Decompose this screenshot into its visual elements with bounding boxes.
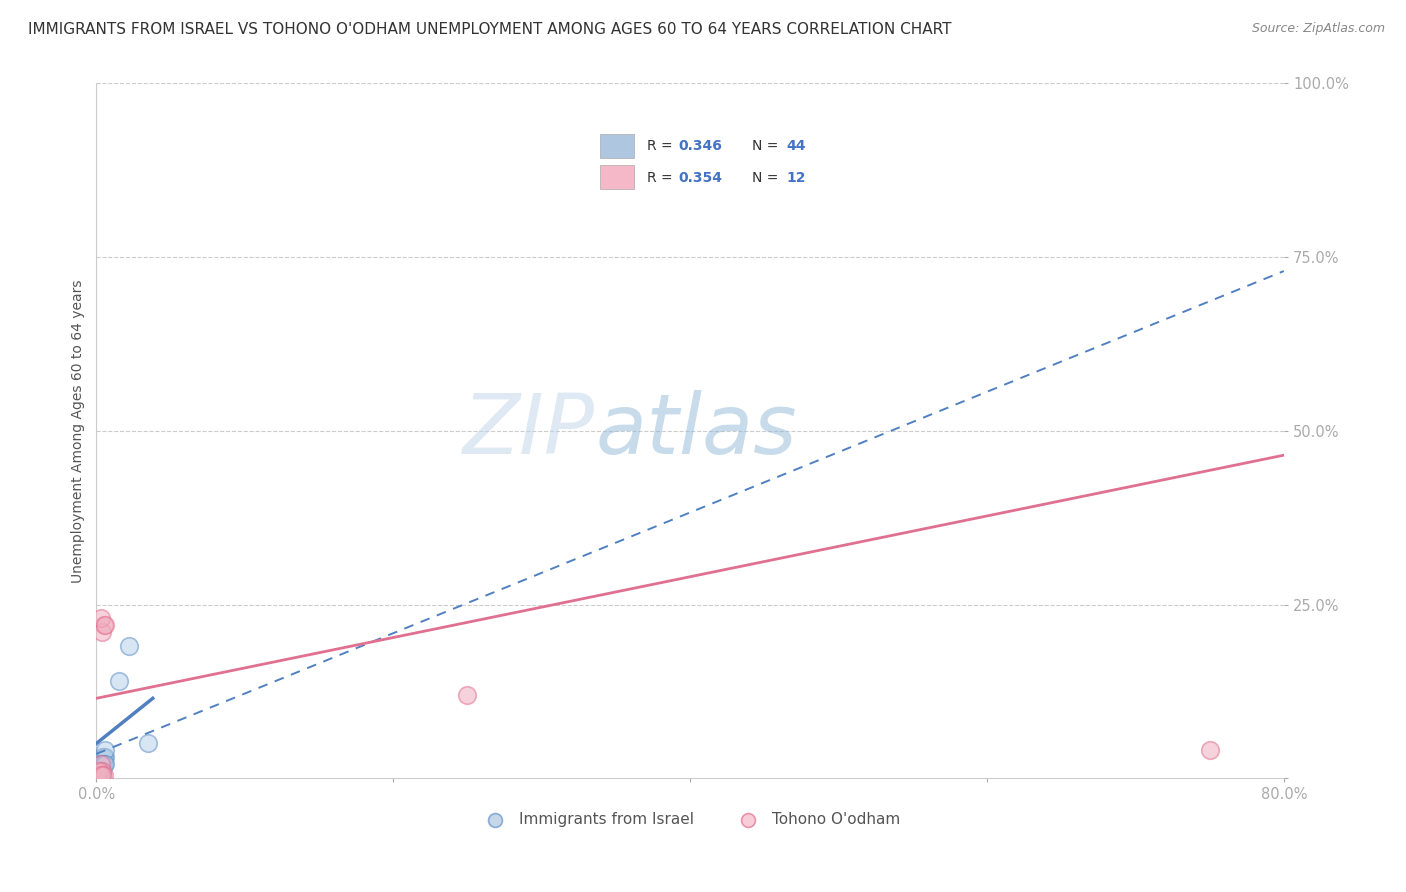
Point xyxy=(90,764,112,779)
Point xyxy=(90,757,112,772)
Point xyxy=(90,768,112,782)
Point xyxy=(89,768,111,782)
Point xyxy=(89,768,111,782)
Text: atlas: atlas xyxy=(595,391,797,471)
Point xyxy=(87,768,110,782)
Text: 44: 44 xyxy=(786,138,806,153)
Text: N =: N = xyxy=(752,170,783,185)
Text: 12: 12 xyxy=(786,170,806,185)
Text: 0.346: 0.346 xyxy=(679,138,723,153)
Text: R =: R = xyxy=(647,138,678,153)
Point xyxy=(87,768,110,782)
Point xyxy=(90,764,112,779)
Point xyxy=(89,768,111,782)
Point xyxy=(90,764,112,779)
Point xyxy=(94,743,117,757)
Bar xyxy=(600,134,634,158)
Point xyxy=(90,764,112,779)
Point xyxy=(91,757,114,772)
Point xyxy=(90,764,112,779)
Point xyxy=(91,757,114,772)
Point xyxy=(91,625,114,640)
Point xyxy=(1198,743,1220,757)
Point xyxy=(89,768,111,782)
Point xyxy=(90,768,112,782)
Point xyxy=(93,768,115,782)
Point xyxy=(89,764,111,779)
Point xyxy=(94,750,117,764)
Point xyxy=(94,757,117,772)
Point xyxy=(93,618,115,632)
Point xyxy=(90,768,112,782)
Point xyxy=(91,768,114,782)
Y-axis label: Unemployment Among Ages 60 to 64 years: Unemployment Among Ages 60 to 64 years xyxy=(72,279,86,582)
Text: N =: N = xyxy=(752,138,783,153)
Point xyxy=(136,737,159,751)
Point xyxy=(456,688,478,702)
Point xyxy=(90,764,112,779)
Point xyxy=(93,757,115,772)
Point xyxy=(89,768,111,782)
Point xyxy=(87,768,110,782)
Point xyxy=(89,768,111,782)
Point xyxy=(91,757,114,772)
Point xyxy=(90,764,112,779)
Text: R =: R = xyxy=(647,170,678,185)
Point xyxy=(93,750,115,764)
Point xyxy=(93,757,115,772)
Point xyxy=(90,764,112,779)
Point xyxy=(90,768,112,782)
Point xyxy=(118,639,141,653)
Text: Source: ZipAtlas.com: Source: ZipAtlas.com xyxy=(1251,22,1385,36)
Point xyxy=(90,764,112,779)
Point xyxy=(87,771,110,785)
Bar xyxy=(600,165,634,189)
Point xyxy=(87,768,110,782)
Point xyxy=(87,768,110,782)
Point xyxy=(90,757,112,772)
Point xyxy=(89,768,111,782)
Point xyxy=(89,764,111,779)
Text: ZIP: ZIP xyxy=(463,391,595,471)
Point xyxy=(94,618,117,632)
Text: IMMIGRANTS FROM ISRAEL VS TOHONO O'ODHAM UNEMPLOYMENT AMONG AGES 60 TO 64 YEARS : IMMIGRANTS FROM ISRAEL VS TOHONO O'ODHAM… xyxy=(28,22,952,37)
Legend: Immigrants from Israel, Tohono O'odham: Immigrants from Israel, Tohono O'odham xyxy=(474,805,907,833)
Text: 0.354: 0.354 xyxy=(679,170,723,185)
Point xyxy=(91,764,114,779)
Point xyxy=(91,750,114,764)
Point xyxy=(90,611,112,625)
Point xyxy=(107,673,129,688)
Point xyxy=(90,757,112,772)
Point xyxy=(89,768,111,782)
Point xyxy=(91,764,114,779)
Point xyxy=(89,768,111,782)
